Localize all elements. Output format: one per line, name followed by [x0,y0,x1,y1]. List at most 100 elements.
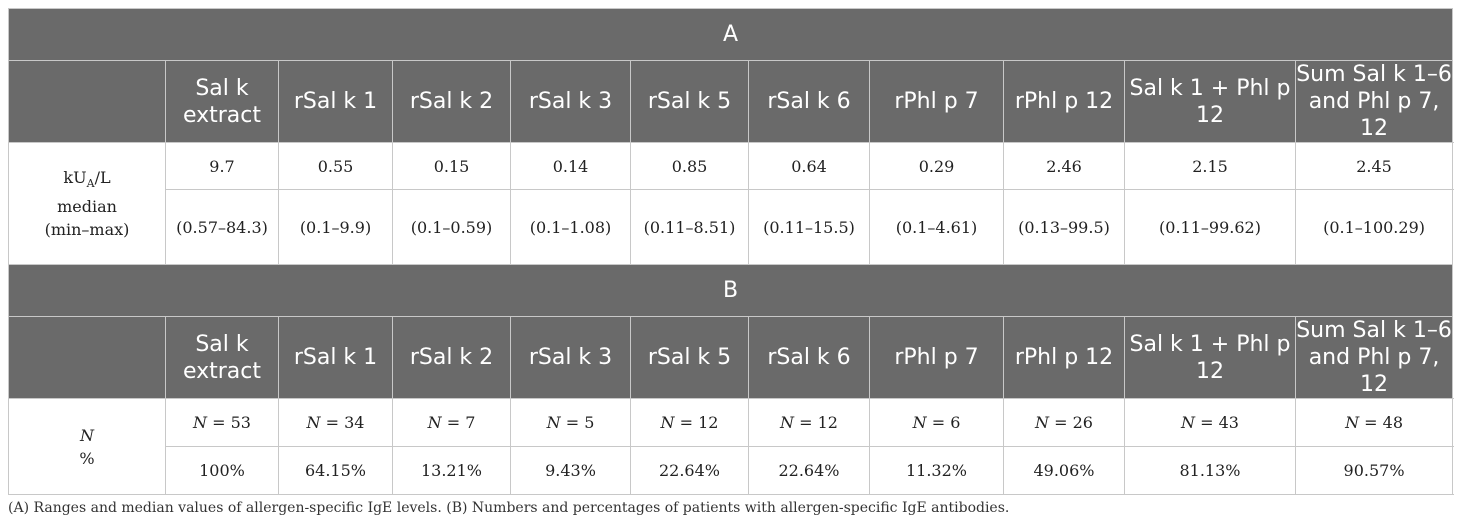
col-header: Sal k extract [165,316,279,399]
percent-cell: 22.64% [630,446,749,495]
col-header: Sum Sal k 1–6 and Phl p 7, 12 [1294,60,1454,143]
median-row: kUA/L median (min–max) 9.7 0.55 0.15 0.1… [8,142,1454,265]
col-header: Sal k 1 + Phl p 12 [1124,316,1296,399]
col-header: rSal k 2 [392,316,511,399]
percent-cell: 11.32% [869,446,1004,495]
count-value: = 12 [799,413,838,432]
section-a-title: A [7,8,1454,61]
range-cell: (0.11–99.62) [1124,189,1296,265]
median-cell: 2.45 [1294,142,1454,190]
col-header: rPhl p 7 [869,316,1004,399]
col-header: rSal k 5 [630,60,749,143]
col-header: rSal k 5 [630,316,749,399]
median-cell: 2.15 [1124,142,1296,190]
range-cell: (0.1–100.29) [1294,189,1454,265]
count-cell: N = 26 [1003,398,1125,447]
median-cell: 0.64 [748,142,870,190]
range-cell: (0.1–0.59) [392,189,511,265]
ige-results-table: A Sal k extract rSal k 1 rSal k 2 rSal k… [7,8,1454,495]
row-label-b: N % [8,398,166,495]
count-cell: N = 6 [869,398,1004,447]
col-header: Sal k extract [165,60,279,143]
count-value: = 43 [1200,413,1239,432]
section-b-row: B [7,264,1454,317]
count-value: = 6 [931,413,961,432]
median-cell: 0.85 [630,142,749,190]
n-symbol: N [427,413,442,432]
n-symbol: N [1181,413,1196,432]
count-value: = 5 [565,413,595,432]
percent-cell: 13.21% [392,446,511,495]
count-value: = 53 [212,413,251,432]
count-cell: N = 53 [165,398,279,447]
range-row: (0.57–84.3) (0.1–9.9) (0.1–0.59) (0.1–1.… [9,189,1454,265]
col-header: Sum Sal k 1–6 and Phl p 7, 12 [1294,316,1454,399]
range-cell: (0.11–15.5) [748,189,870,265]
col-header: rSal k 1 [278,60,393,143]
col-header: rSal k 1 [278,316,393,399]
header-corner [8,60,166,143]
percent-cell: 22.64% [748,446,870,495]
median-cell: 0.14 [510,142,631,190]
n-symbol: N [1345,413,1360,432]
percent-label: % [79,448,95,468]
median-cell: 0.55 [278,142,393,190]
percent-cell: 9.43% [510,446,631,495]
median-cell: 2.46 [1003,142,1125,190]
row-label-a: kUA/L median (min–max) [8,142,166,265]
col-header: rSal k 3 [510,316,631,399]
header-corner [8,316,166,399]
percent-cell: 49.06% [1003,446,1125,495]
median-cell: 0.15 [392,142,511,190]
col-header: rSal k 3 [510,60,631,143]
section-a-row: A [7,8,1454,61]
n-symbol: N [193,413,208,432]
count-value: = 34 [325,413,365,432]
header-row-a: Sal k extract rSal k 1 rSal k 2 rSal k 3… [8,60,1454,143]
range-cell: (0.11–8.51) [630,189,749,265]
range-cell: (0.57–84.3) [165,189,279,265]
percent-cell: 64.15% [278,446,393,495]
col-header: rSal k 2 [392,60,511,143]
median-cell: 9.7 [165,142,279,190]
count-cell: N = 12 [748,398,870,447]
count-cell: N = 43 [1124,398,1296,447]
header-row-b: Sal k extract rSal k 1 rSal k 2 rSal k 3… [8,316,1454,399]
col-header: Sal k 1 + Phl p 12 [1124,60,1296,143]
range-cell: (0.1–9.9) [278,189,393,265]
unit-subscript: A [86,177,95,191]
count-value: = 26 [1054,413,1093,432]
count-value: = 7 [446,413,476,432]
median-label: median [57,197,117,217]
n-symbol: N [1035,413,1050,432]
count-cell: N = 7 [392,398,511,447]
n-symbol: N [660,413,675,432]
n-symbol: N [306,413,321,432]
percent-row: 100% 64.15% 13.21% 9.43% 22.64% 22.64% 1… [9,446,1454,495]
col-header: rPhl p 12 [1003,316,1125,399]
unit-suffix: /L [94,167,111,187]
section-b-title: B [7,264,1454,317]
count-cell: N = 12 [630,398,749,447]
col-header: rPhl p 12 [1003,60,1125,143]
percent-cell: 90.57% [1294,446,1454,495]
percent-cell: 81.13% [1124,446,1296,495]
n-symbol: N [912,413,927,432]
n-symbol: N [780,413,795,432]
median-cell: 0.29 [869,142,1004,190]
count-value: = 48 [1364,413,1404,432]
range-cell: (0.13–99.5) [1003,189,1125,265]
count-cell: N = 5 [510,398,631,447]
range-label: (min–max) [44,220,130,240]
count-cell: N = 48 [1294,398,1454,447]
col-header: rPhl p 7 [869,60,1004,143]
col-header: rSal k 6 [748,60,870,143]
count-cell: N = 34 [278,398,393,447]
unit-prefix: kU [63,167,87,187]
percent-cell: 100% [165,446,279,495]
n-label: N [80,425,94,445]
count-value: = 12 [679,413,719,432]
count-row: N % N = 53 N = 34 N = 7 N = 5 N = 12 N =… [8,398,1454,495]
n-symbol: N [546,413,561,432]
table-caption: (A) Ranges and median values of allergen… [8,500,1010,516]
